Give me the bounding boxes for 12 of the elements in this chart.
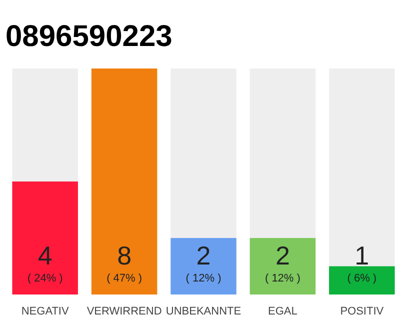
data-label: 2 ( 12% )	[186, 240, 222, 284]
data-label: 8 ( 47% )	[106, 240, 142, 284]
data-label: 4 ( 24% )	[27, 240, 63, 284]
x-tick-label: EGAL	[268, 306, 298, 318]
x-tick-label: NEGATIV	[21, 306, 70, 318]
x-tick-label: VERWIRREND	[86, 306, 162, 318]
bar	[329, 266, 395, 294]
data-label: 2 ( 12% )	[264, 240, 300, 284]
data-label: 1 ( 6% )	[347, 240, 377, 284]
x-tick-label: UNBEKANNTE	[166, 306, 242, 318]
x-tick-label: POSITIV	[340, 306, 384, 318]
chart-title: 0896590223	[6, 20, 172, 53]
